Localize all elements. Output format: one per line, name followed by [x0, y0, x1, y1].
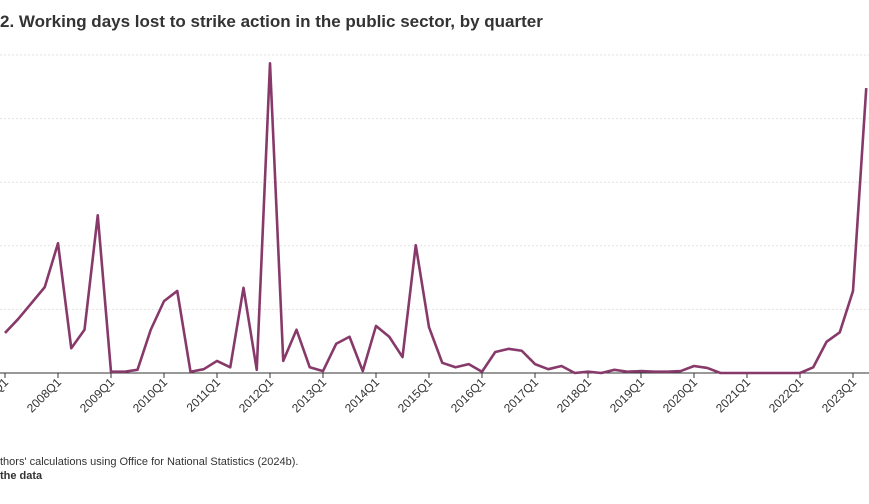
data-line: [4, 61, 868, 375]
x-tick-label: 2014Q1: [342, 375, 382, 415]
x-tick-label: 2018Q1: [554, 375, 594, 415]
x-tick-label: 2013Q1: [289, 375, 329, 415]
x-tick-label: 2011Q1: [184, 375, 224, 415]
source-note: thors' calculations using Office for Nat…: [0, 456, 298, 468]
x-tick-label: 2017Q1: [501, 375, 541, 415]
x-tick-label: 2008Q1: [24, 375, 64, 415]
x-tick-label: 2019Q1: [607, 375, 647, 415]
x-tick-label: 2022Q1: [766, 375, 806, 415]
x-tick-label: 2007Q1: [0, 375, 11, 415]
x-tick-label: 2010Q1: [130, 375, 170, 415]
chart-title: 2. Working days lost to strike action in…: [0, 12, 543, 31]
x-tick-label: 2015Q1: [395, 375, 435, 415]
data-link[interactable]: the data: [0, 470, 43, 482]
x-tick-label: 2023Q1: [819, 375, 859, 415]
x-tick-label: 2012Q1: [236, 375, 276, 415]
x-tick-label: 2009Q1: [77, 375, 117, 415]
x-tick-label: 2016Q1: [448, 375, 488, 415]
x-tick-label: 2020Q1: [660, 375, 700, 415]
x-tick-label: 2021Q1: [713, 375, 753, 415]
